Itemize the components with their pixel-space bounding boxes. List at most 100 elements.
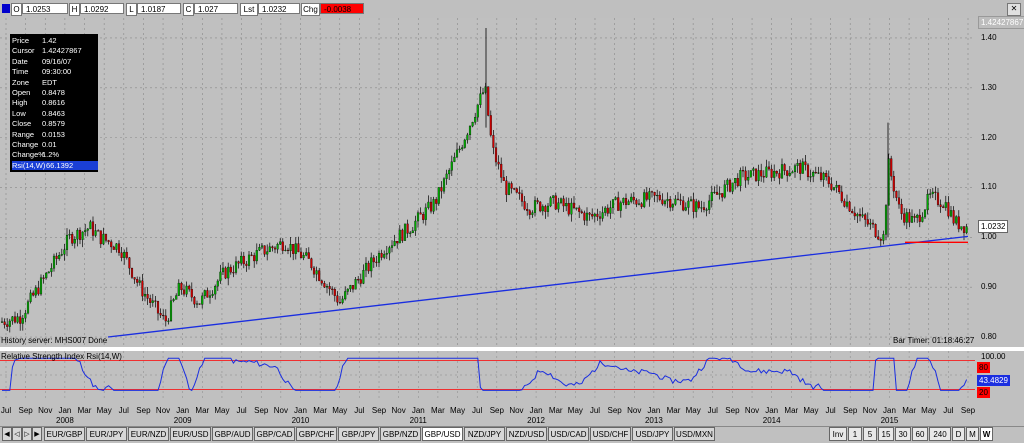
price-axis[interactable]: 1.40 1.30 1.20 1.10 1.00 0.90 0.80 1.42427867 … <box>975 16 1024 347</box>
candle-body <box>294 243 297 254</box>
candle-body <box>809 176 812 178</box>
candle-body <box>645 192 648 200</box>
candle-body <box>643 192 646 207</box>
tab-scroll-last-icon[interactable]: ▶ <box>32 427 42 441</box>
candle-body <box>325 286 329 288</box>
candle-body <box>549 197 552 207</box>
timeframe-button[interactable]: M <box>966 427 979 441</box>
candle-body <box>279 241 282 245</box>
symbol-tab[interactable]: EUR/USD <box>170 427 211 441</box>
candle-body <box>513 188 516 190</box>
candle-body <box>591 214 594 217</box>
history-server-status: History server: MHS007 Done <box>1 336 108 345</box>
rsi-axis[interactable]: 100.00 80 43.4829 20 <box>975 351 1024 399</box>
timeframe-button[interactable]: 5 <box>863 427 877 441</box>
timeframe-button[interactable]: 60 <box>912 427 928 441</box>
candle-body <box>297 243 300 253</box>
rsi-panel[interactable] <box>0 351 975 399</box>
time-axis-year-label: 2011 <box>409 416 427 425</box>
symbol-tab[interactable]: GBP/AUD <box>212 427 253 441</box>
timeframe-button[interactable]: D <box>952 427 965 441</box>
candle-body <box>299 251 303 259</box>
symbol-tab[interactable]: NZD/USD <box>506 427 547 441</box>
candle-body <box>380 252 383 258</box>
candle-body <box>752 168 755 171</box>
candle-body <box>206 290 209 298</box>
low-value: 1.0187 <box>137 3 181 14</box>
timeframe-button[interactable]: 15 <box>878 427 894 441</box>
candle-body <box>848 201 851 212</box>
symbol-tab[interactable]: USD/CHF <box>590 427 631 441</box>
candle-body <box>692 199 695 212</box>
time-axis-month-label: May <box>803 406 819 415</box>
series-color-swatch[interactable] <box>2 4 10 13</box>
symbol-tab[interactable]: GBP/CAD <box>254 427 295 441</box>
candle-body <box>372 257 375 263</box>
candle-body <box>55 255 58 259</box>
candle-body <box>99 230 102 245</box>
candle-body <box>588 212 591 215</box>
time-axis-month-label: Mar <box>784 406 799 415</box>
timeframe-button[interactable]: 240 <box>929 427 951 441</box>
tab-scroll-left-icon[interactable]: ◀ <box>2 427 12 441</box>
candle-body <box>520 193 524 202</box>
candle-body <box>793 165 797 173</box>
rsi-title: Relative Strength Index Rsi(14,W) <box>1 352 122 361</box>
timeframe-button[interactable]: 30 <box>895 427 911 441</box>
candle-body <box>216 280 219 287</box>
close-icon[interactable]: ✕ <box>1007 3 1021 16</box>
candle-body <box>385 253 388 255</box>
price-chart-area[interactable] <box>0 18 975 347</box>
symbol-tab[interactable]: GBP/USD <box>422 427 463 441</box>
candle-body <box>624 198 628 205</box>
candle-body <box>957 216 960 230</box>
symbol-tab[interactable]: GBP/NZD <box>380 427 421 441</box>
symbol-tab[interactable]: NZD/JPY <box>464 427 505 441</box>
symbol-tab[interactable]: GBP/CHF <box>296 427 337 441</box>
time-axis-year-label: 2009 <box>173 416 192 425</box>
candle-body <box>177 282 180 296</box>
candle-body <box>71 234 74 244</box>
time-axis-month-label: Jan <box>176 406 190 415</box>
timeframe-button[interactable]: Inv <box>829 427 847 441</box>
time-axis-month-label: May <box>332 406 348 415</box>
candle-body <box>627 201 630 205</box>
timeframe-button[interactable]: W <box>980 427 993 441</box>
candle-body <box>918 214 921 222</box>
symbol-tab[interactable]: USD/MXN <box>674 427 715 441</box>
candle-body <box>762 176 765 178</box>
symbol-tab[interactable]: EUR/GBP <box>44 427 85 441</box>
candle-body <box>944 202 947 208</box>
symbol-tab[interactable]: USD/CAD <box>548 427 589 441</box>
symbol-tab[interactable]: USD/JPY <box>632 427 673 441</box>
candle-body <box>778 173 781 179</box>
tab-scroll-first-icon[interactable]: ◁ <box>12 427 22 441</box>
candle-body <box>744 170 747 181</box>
symbol-tab[interactable]: EUR/JPY <box>86 427 127 441</box>
timeframe-button[interactable]: 1 <box>848 427 862 441</box>
time-axis-year-label: 2012 <box>527 416 545 425</box>
candle-body <box>648 191 651 200</box>
candle-body <box>338 302 342 304</box>
candle-body <box>676 198 680 200</box>
panel-divider[interactable] <box>0 347 1024 351</box>
candle-body <box>375 261 378 263</box>
candle-body <box>812 172 815 177</box>
time-axis-month-label: Jan <box>58 406 72 415</box>
candle-body <box>323 283 326 288</box>
cursor-price-flag: 1.42427867 <box>978 16 1024 29</box>
candle-body <box>830 183 833 190</box>
candle-body <box>726 179 729 185</box>
symbol-tab[interactable]: EUR/NZD <box>128 427 169 441</box>
time-axis[interactable]: Jul Sep Nov Jan Mar May Jul Sep Nov Jan Mar May Jul S… <box>0 400 1024 426</box>
candle-body <box>697 201 700 208</box>
symbol-tab[interactable]: GBP/JPY <box>338 427 379 441</box>
candle-body <box>190 288 193 298</box>
time-axis-month-label: Jan <box>765 406 779 415</box>
rsi-chart-svg[interactable] <box>0 351 975 399</box>
rsi-axis-top-label: 100.00 <box>981 352 1006 361</box>
price-chart-svg[interactable] <box>0 18 975 347</box>
tab-scroll-right-icon[interactable]: ▷ <box>22 427 32 441</box>
candle-body <box>65 234 69 250</box>
time-axis-month-label: Nov <box>273 406 288 415</box>
